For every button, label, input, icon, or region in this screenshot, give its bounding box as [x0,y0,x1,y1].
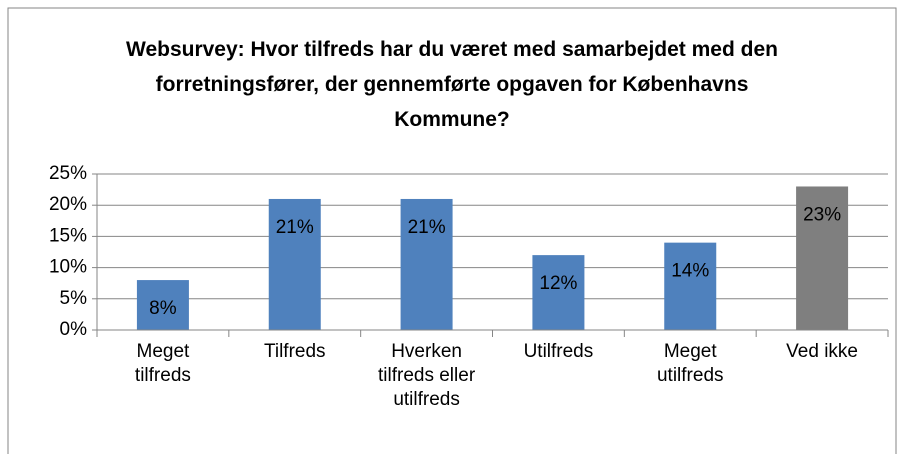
x-tick-label: Utilfreds [523,341,594,362]
y-tick-label: 25% [49,163,87,184]
bar [400,198,453,330]
data-label: 21% [408,217,446,238]
y-tick-label: 5% [60,288,88,309]
x-tick-label: Hverken tilfreds eller utilfreds [378,341,476,410]
y-tick-label: 0% [60,319,88,340]
bar [796,186,849,330]
data-label: 23% [803,204,841,225]
y-tick-label: 10% [49,257,87,278]
data-label: 8% [149,298,177,319]
bar [532,255,585,330]
bar [136,280,189,330]
x-tick-label: Meget tilfreds [134,341,191,386]
x-tick-label: Meget utilfreds [656,341,724,386]
data-label: 21% [276,217,314,238]
chart-frame [7,7,897,454]
data-label: 12% [539,273,577,294]
data-label: 14% [671,261,709,282]
x-tick-label: Ved ikke [786,341,858,362]
y-tick-label: 20% [49,194,87,215]
bar [664,242,717,330]
bar [268,198,321,330]
chart-title: Websurvey: Hvor tilfreds har du været me… [126,38,778,131]
x-tick-label: Tilfreds [263,341,326,362]
y-tick-label: 15% [49,225,87,246]
